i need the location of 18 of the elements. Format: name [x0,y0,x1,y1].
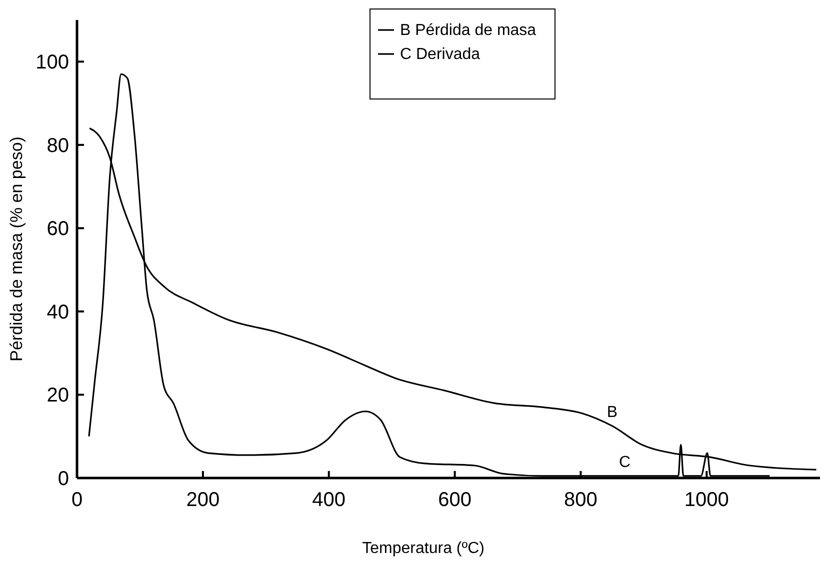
y-axis-title: Pérdida de masa (% en peso) [7,136,26,362]
annotation: B [606,404,618,421]
x-axis-title: Temperatura (ºC) [362,540,484,557]
y-tick-label: 20 [46,384,69,407]
legend-label: C Derivada [400,46,480,63]
y-tick-label: 0 [58,468,69,490]
x-tick-label: 600 [438,489,472,511]
x-tick-label: 400 [312,489,346,511]
y-tick-label: 80 [46,134,69,157]
legend-label: B Pérdida de masa [400,22,536,39]
annotation: C [619,454,631,471]
x-tick-label: 800 [564,489,598,511]
y-tick-label: 40 [46,301,69,324]
y-tick-label: 60 [46,218,69,240]
x-tick-label: 0 [71,489,83,511]
x-tick-label: 200 [186,489,220,511]
x-tick-label: 1000 [684,489,729,511]
y-tick-label: 100 [36,52,69,74]
